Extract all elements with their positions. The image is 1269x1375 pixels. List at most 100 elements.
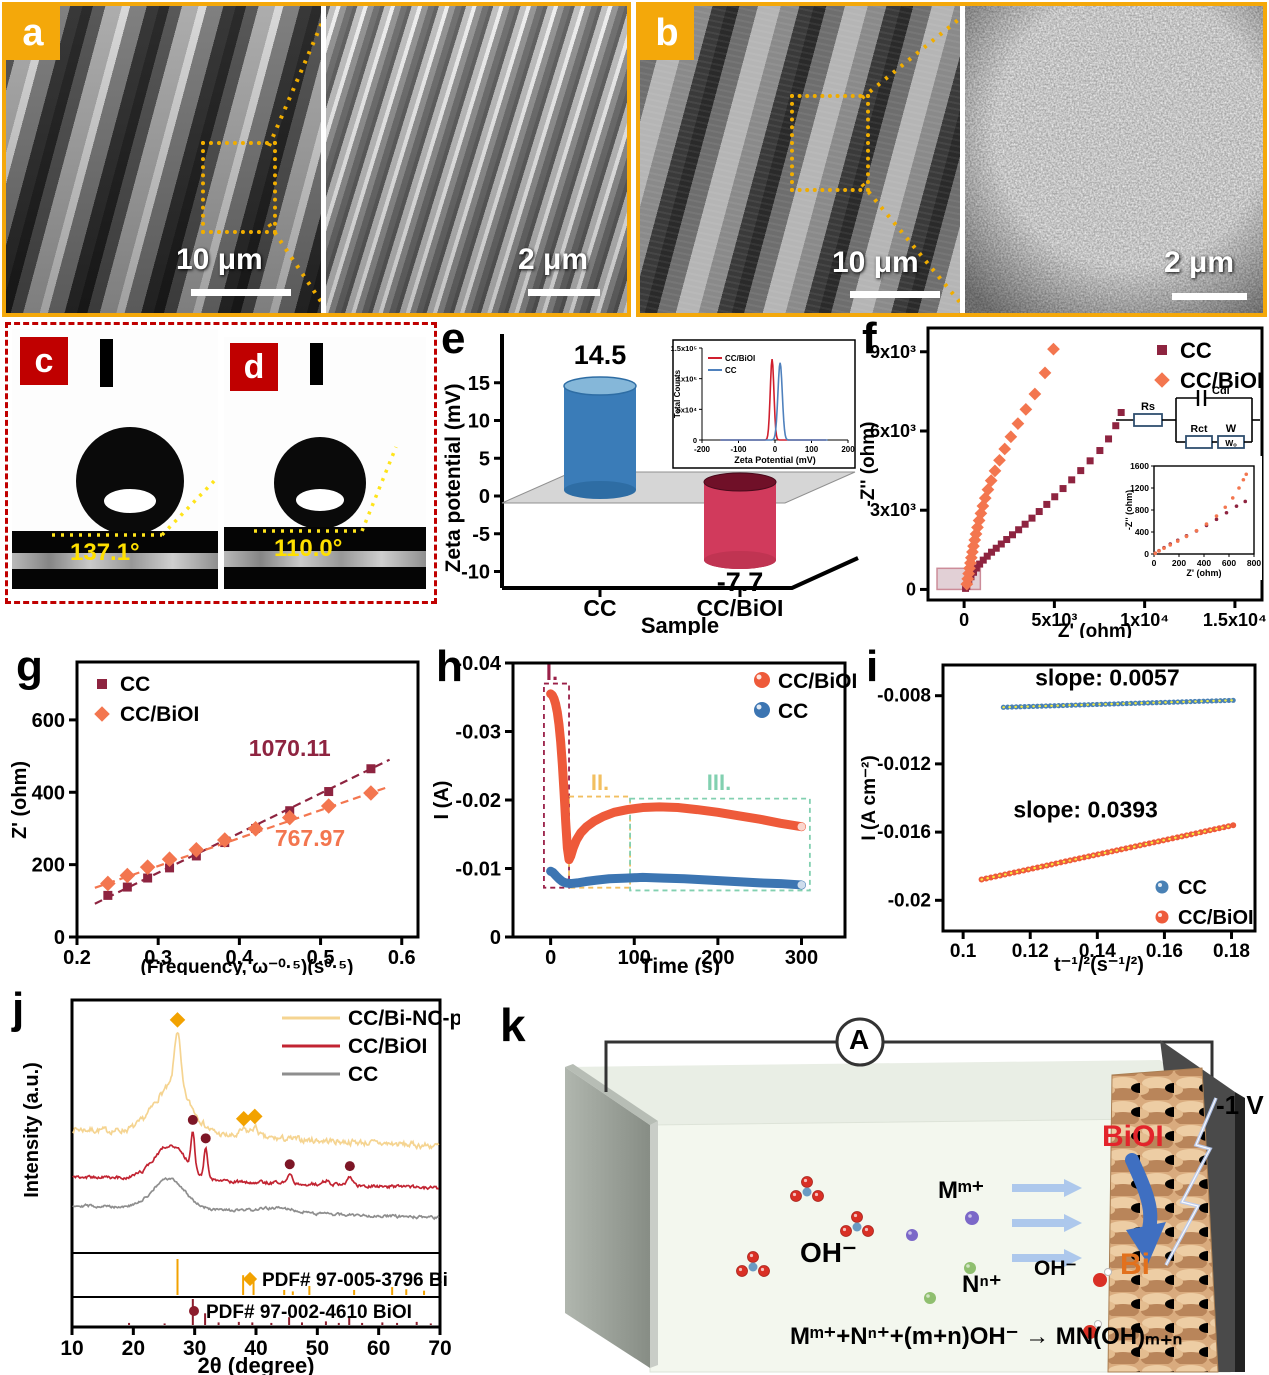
svg-text:200: 200 bbox=[1172, 558, 1186, 568]
svg-text:9x10³: 9x10³ bbox=[870, 342, 916, 362]
svg-text:(Frequency, ω⁻⁰·⁵)(s⁰·⁵): (Frequency, ω⁻⁰·⁵)(s⁰·⁵) bbox=[141, 957, 354, 975]
svg-text:50: 50 bbox=[306, 1337, 329, 1360]
svg-text:PDF# 97-002-4610 BiOI: PDF# 97-002-4610 BiOI bbox=[206, 1302, 412, 1323]
svg-text:Intensity (a.u.): Intensity (a.u.) bbox=[21, 1062, 43, 1198]
svg-text:III.: III. bbox=[707, 770, 731, 795]
contact-angle-value: 137.1° bbox=[70, 539, 140, 566]
scalebar-text: 10 μm bbox=[176, 243, 263, 276]
svg-text:0.14: 0.14 bbox=[1079, 941, 1116, 962]
scalebar-text: 2 μm bbox=[1164, 246, 1235, 279]
svg-text:0: 0 bbox=[54, 927, 65, 949]
svg-text:0: 0 bbox=[959, 610, 969, 630]
svg-text:0: 0 bbox=[490, 927, 501, 949]
panel-label-c: c bbox=[20, 337, 68, 385]
svg-text:Z' (ohm): Z' (ohm) bbox=[1058, 621, 1132, 638]
svg-text:5x10⁴: 5x10⁴ bbox=[677, 405, 698, 414]
svg-text:Total Counts: Total Counts bbox=[673, 369, 682, 418]
svg-text:-0.03: -0.03 bbox=[455, 722, 501, 744]
svg-text:slope: 0.0393: slope: 0.0393 bbox=[1013, 797, 1157, 823]
svg-text:0.5: 0.5 bbox=[307, 947, 335, 969]
substrate-stripe bbox=[12, 553, 218, 569]
panel-label-h: h bbox=[436, 642, 463, 691]
svg-text:0.4: 0.4 bbox=[225, 947, 254, 969]
svg-text:6x10³: 6x10³ bbox=[870, 421, 916, 441]
svg-text:0: 0 bbox=[906, 579, 916, 599]
svg-text:CC/BiOI: CC/BiOI bbox=[1178, 907, 1254, 929]
ammeter-label: A bbox=[849, 1024, 870, 1055]
svg-text:Zeta potential (mV): Zeta potential (mV) bbox=[442, 383, 465, 572]
bioi-label: BiOI bbox=[1102, 1120, 1164, 1153]
svg-text:CC/Bi-NC-p: CC/Bi-NC-p bbox=[348, 1007, 460, 1030]
panel-label-i: i bbox=[866, 642, 879, 691]
svg-text:20: 20 bbox=[122, 1337, 145, 1360]
svg-text:0.12: 0.12 bbox=[1012, 941, 1049, 962]
svg-text:600: 600 bbox=[32, 710, 65, 732]
svg-text:CC/BiOI: CC/BiOI bbox=[697, 595, 784, 621]
cottrell-chart: 0.1 0.12 0.14 0.16 0.18 -0.008 -0.012 -0.016 -0.… bbox=[859, 640, 1269, 976]
svg-text:Zeta Potential (mV): Zeta Potential (mV) bbox=[734, 455, 816, 465]
metal-ion-label: Mᵐ⁺ bbox=[938, 1177, 985, 1204]
angle-annotation bbox=[52, 475, 218, 537]
svg-text:1.5x10⁵: 1.5x10⁵ bbox=[671, 344, 698, 353]
chronoamperometry-chart: 0 100 200 300 -0.04 -0.03 -0.02 -0.01 0 Time (s) I… bbox=[430, 640, 860, 978]
contact-angle-block: 137.1° c 110.0° d bbox=[5, 322, 437, 604]
svg-text:-0.02: -0.02 bbox=[455, 790, 501, 812]
voltage-label: -1 V bbox=[1216, 1090, 1264, 1120]
svg-text:I.: I. bbox=[546, 660, 558, 685]
mechanism-schematic: A -1 V BiOI Bi OH⁻ OH⁻ Mᵐ⁺ Nⁿ⁺ Mᵐ⁺+Nⁿ⁺+(… bbox=[460, 980, 1269, 1375]
svg-text:CC: CC bbox=[778, 700, 808, 723]
svg-text:15: 15 bbox=[468, 373, 490, 395]
svg-text:800: 800 bbox=[1135, 505, 1149, 515]
svg-text:slope: 0.0057: slope: 0.0057 bbox=[1035, 664, 1179, 690]
svg-text:10: 10 bbox=[468, 411, 490, 433]
svg-text:30: 30 bbox=[183, 1337, 206, 1360]
svg-text:0.18: 0.18 bbox=[1213, 941, 1250, 962]
svg-text:CC: CC bbox=[348, 1063, 378, 1086]
svg-text:1x10⁵: 1x10⁵ bbox=[677, 375, 698, 384]
scalebar bbox=[528, 289, 600, 296]
warburg-chart: 0.2 0.3 0.4 0.5 0.6 0 200 400 600 (Frequency, ω⁻⁰… bbox=[9, 640, 430, 978]
image-divider bbox=[321, 6, 326, 313]
scalebar bbox=[850, 291, 940, 298]
svg-text:0.16: 0.16 bbox=[1146, 941, 1183, 962]
svg-text:0: 0 bbox=[1152, 558, 1157, 568]
svg-text:400: 400 bbox=[1197, 558, 1211, 568]
panel-label-f: f bbox=[862, 314, 877, 363]
svg-text:CC: CC bbox=[120, 673, 150, 696]
svg-text:200: 200 bbox=[32, 855, 65, 877]
svg-text:100: 100 bbox=[805, 445, 819, 454]
svg-text:400: 400 bbox=[1135, 527, 1149, 537]
svg-text:0.2: 0.2 bbox=[63, 947, 91, 969]
zoom-region-box bbox=[201, 141, 277, 234]
svg-text:-0.04: -0.04 bbox=[455, 653, 501, 675]
svg-text:600: 600 bbox=[1222, 558, 1236, 568]
nitrogen-ion-label: Nⁿ⁺ bbox=[962, 1271, 1002, 1298]
svg-text:1x10⁴: 1x10⁴ bbox=[1120, 610, 1169, 630]
droplet-highlight bbox=[104, 489, 156, 513]
svg-text:CC/BiOI: CC/BiOI bbox=[348, 1035, 427, 1058]
svg-text:t⁻¹/²(s⁻¹/²): t⁻¹/²(s⁻¹/²) bbox=[1054, 954, 1144, 975]
svg-text:1070.11: 1070.11 bbox=[249, 735, 331, 761]
panel-letter: c bbox=[34, 341, 54, 380]
svg-text:0: 0 bbox=[479, 486, 490, 508]
svg-text:-Z'' (ohm): -Z'' (ohm) bbox=[1124, 490, 1134, 530]
svg-text:I (A): I (A) bbox=[431, 781, 453, 820]
sem-panel-b: b 10 μm 2 μm bbox=[636, 2, 1267, 317]
svg-text:Wₒ: Wₒ bbox=[1225, 438, 1237, 448]
svg-text:0: 0 bbox=[773, 445, 778, 454]
bi-label: Bi bbox=[1120, 1248, 1150, 1281]
zoom-connector-lines bbox=[267, 17, 326, 308]
svg-text:0: 0 bbox=[693, 436, 697, 445]
panel-label-e: e bbox=[441, 314, 466, 363]
svg-text:1200: 1200 bbox=[1130, 483, 1149, 493]
substrate-stripe bbox=[224, 551, 426, 567]
svg-text:-0.016: -0.016 bbox=[877, 822, 931, 843]
svg-text:-200: -200 bbox=[694, 445, 711, 454]
svg-text:W: W bbox=[1226, 423, 1237, 435]
xrd-chart: 10 20 30 40 50 60 70 2θ (degree) Intensity (a.u.… bbox=[10, 980, 462, 1375]
dosing-needle bbox=[310, 343, 323, 385]
scalebar-text: 2 μm bbox=[518, 243, 589, 276]
svg-text:-10: -10 bbox=[461, 562, 490, 584]
panel-label-a: a bbox=[6, 6, 60, 60]
svg-text:Z' (ohm): Z' (ohm) bbox=[1186, 568, 1221, 578]
